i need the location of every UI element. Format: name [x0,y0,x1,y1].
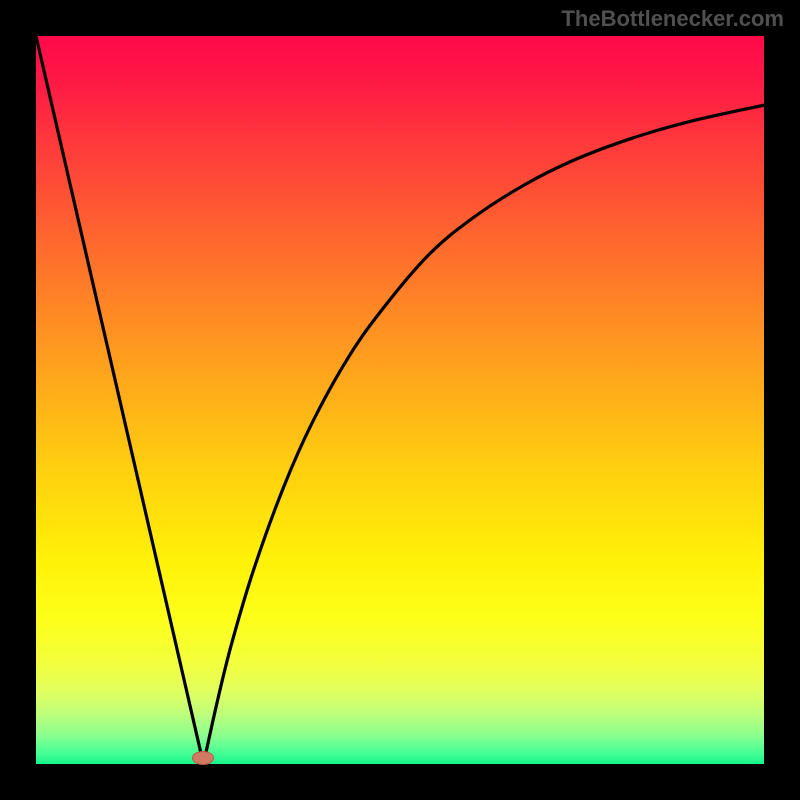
watermark-text: TheBottlenecker.com [561,6,784,32]
curve-layer [36,36,764,764]
bottleneck-curve [36,36,764,764]
plot-area [36,36,764,764]
chart-canvas: TheBottlenecker.com [0,0,800,800]
minimum-marker [192,751,214,765]
